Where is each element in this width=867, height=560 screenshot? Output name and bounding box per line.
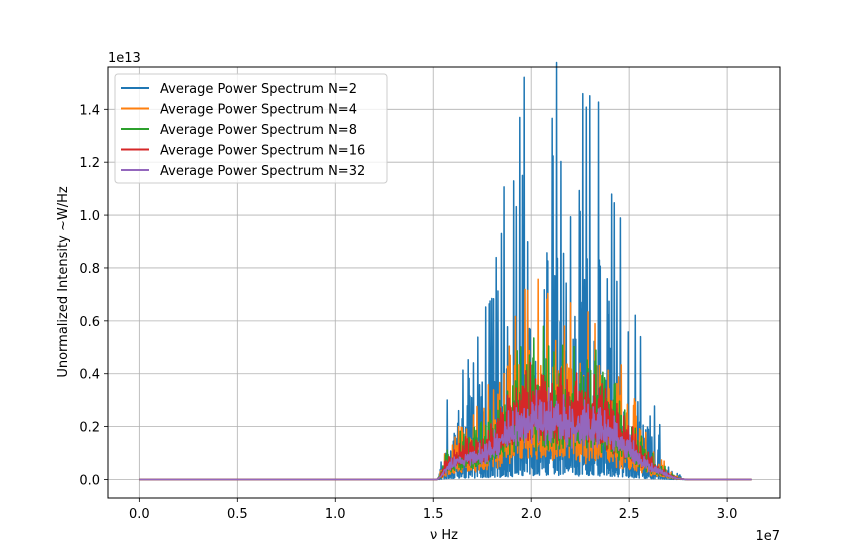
legend-label: Average Power Spectrum N=32 xyxy=(160,164,365,179)
y-tick-label: 1.4 xyxy=(79,103,100,118)
x-tick-label: 3.0 xyxy=(717,507,738,522)
legend: Average Power Spectrum N=2 Average Power … xyxy=(114,73,388,184)
x-tick-label: 0.5 xyxy=(227,507,248,522)
x-tick-label: 1.5 xyxy=(423,507,444,522)
legend-label: Average Power Spectrum N=2 xyxy=(160,82,357,97)
x-tick-label: 0.0 xyxy=(129,507,150,522)
x-tick-label: 2.0 xyxy=(521,507,542,522)
series-line-n32 xyxy=(139,387,752,481)
y-tick-label: 0.8 xyxy=(79,262,100,277)
x-tick-label: 2.5 xyxy=(619,507,640,522)
legend-label: Average Power Spectrum N=8 xyxy=(160,123,357,138)
y-tick-label: 0.0 xyxy=(79,473,100,488)
legend-label: Average Power Spectrum N=4 xyxy=(160,103,357,118)
y-axis-label: Unormalized Intensity ~W/Hz xyxy=(56,186,71,378)
series-group xyxy=(139,61,752,481)
plot-frame xyxy=(107,66,781,499)
y-scale-label: 1e13 xyxy=(108,51,141,66)
y-tick-label: 1.0 xyxy=(79,209,100,224)
x-scale-label: 1e7 xyxy=(755,529,780,544)
y-tick-label: 1.2 xyxy=(79,156,100,171)
y-tick-label: 0.4 xyxy=(79,368,100,383)
legend-box xyxy=(114,73,388,184)
y-tick-label: 0.6 xyxy=(79,315,100,330)
y-tick-label: 0.2 xyxy=(79,421,100,436)
axis-ticks: 0.0 0.5 1.0 1.5 2.0 2.5 3.0 0.0 0.2 0.4 0.6 0.8 1.0 1… xyxy=(79,103,737,522)
x-axis-label: ν Hz xyxy=(430,528,458,543)
legend-label: Average Power Spectrum N=16 xyxy=(160,144,365,159)
x-tick-label: 1.0 xyxy=(325,507,346,522)
